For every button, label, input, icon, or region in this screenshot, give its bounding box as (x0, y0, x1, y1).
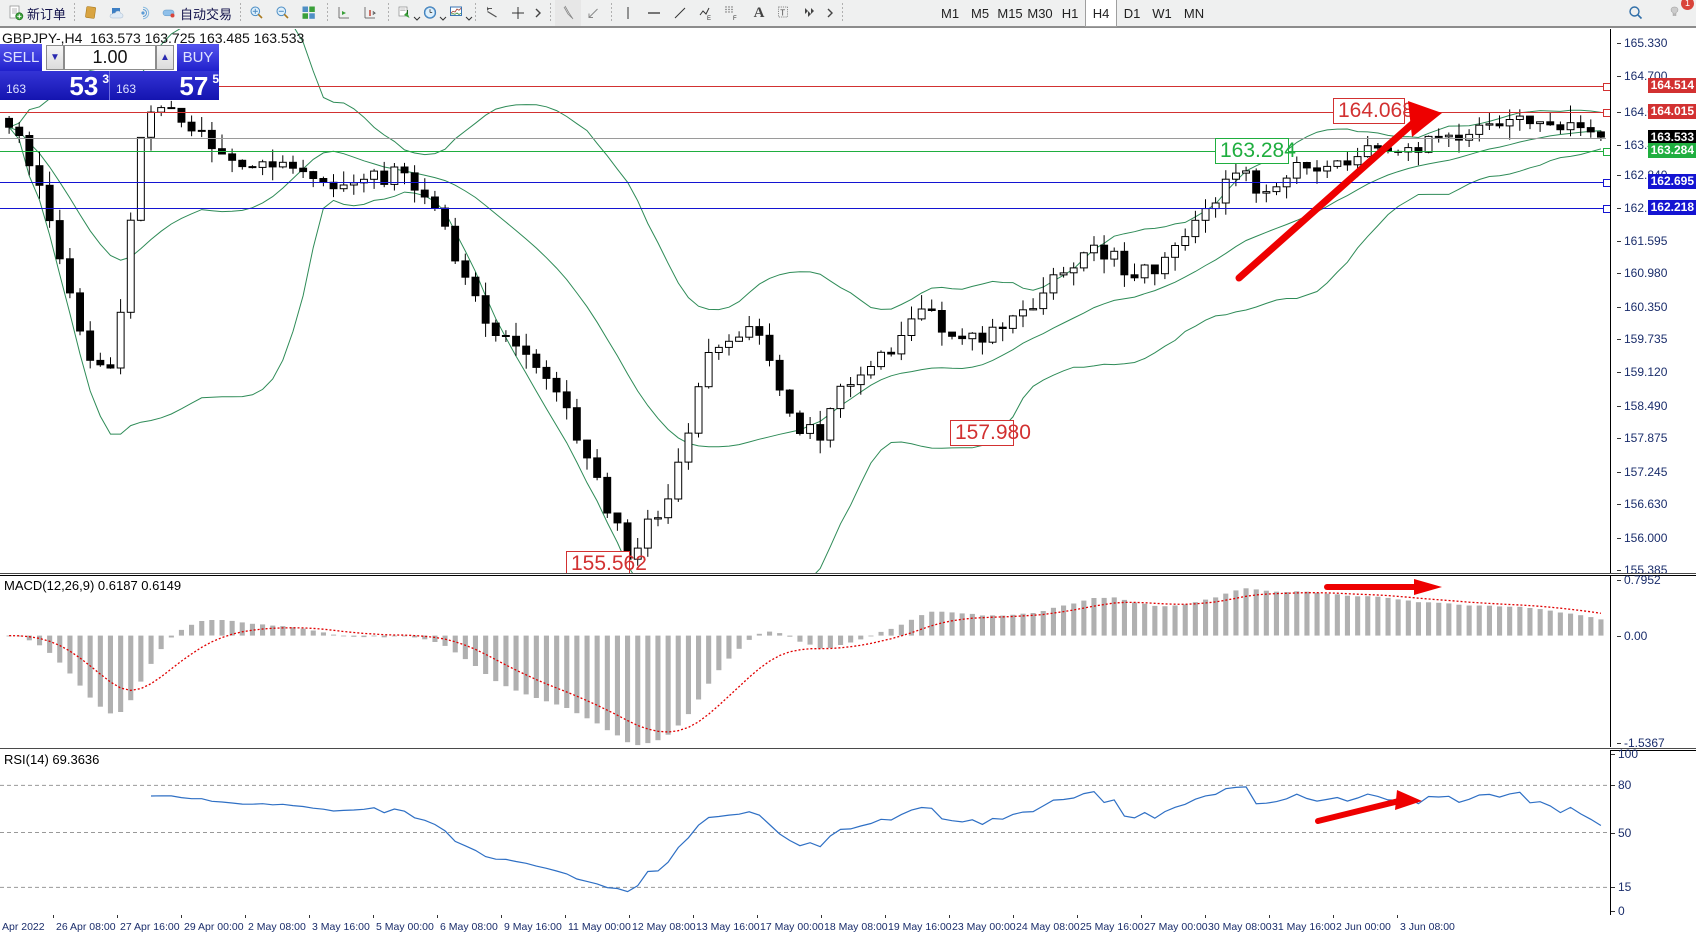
svg-text:E: E (707, 16, 711, 21)
svg-text:T: T (780, 9, 785, 18)
svg-text:F: F (733, 16, 737, 21)
